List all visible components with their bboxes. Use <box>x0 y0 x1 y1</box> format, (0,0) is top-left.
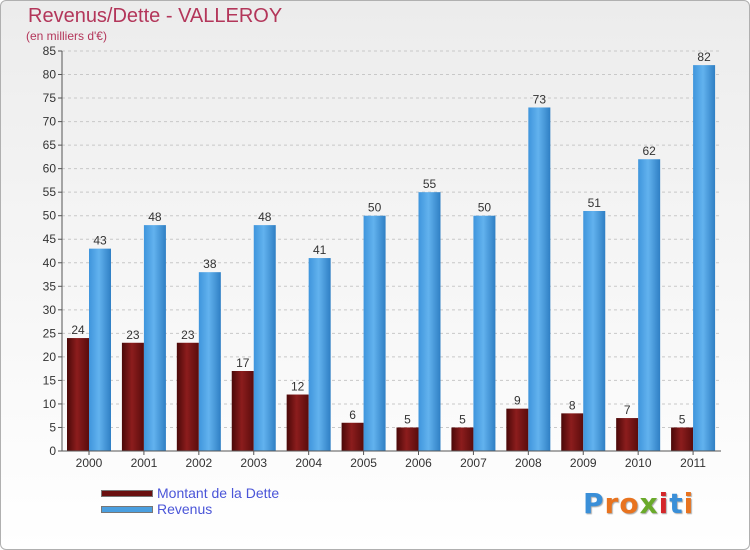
x-tick-label: 2009 <box>570 456 597 470</box>
data-label: 82 <box>697 50 711 64</box>
y-tick-label: 15 <box>43 373 57 387</box>
y-tick-label: 70 <box>43 115 57 129</box>
bar-revenus <box>528 107 551 452</box>
bar-debt <box>176 342 199 451</box>
x-tick-label: 2006 <box>405 456 432 470</box>
data-label: 12 <box>291 380 305 394</box>
x-tick-label: 2008 <box>515 456 542 470</box>
y-tick-label: 60 <box>43 162 57 176</box>
data-label: 55 <box>423 177 437 191</box>
y-tick-label: 30 <box>43 303 57 317</box>
data-label: 24 <box>71 323 85 337</box>
bar-revenus <box>198 272 221 451</box>
x-tick-label: 2000 <box>76 456 103 470</box>
bar-revenus <box>583 211 606 451</box>
bar-revenus <box>693 65 716 451</box>
x-tick-label: 2007 <box>460 456 487 470</box>
data-label: 23 <box>181 328 195 342</box>
chart-title: Revenus/Dette - VALLEROY <box>28 5 283 27</box>
y-tick-label: 5 <box>49 420 56 434</box>
bar-revenus <box>308 258 331 451</box>
y-tick-label: 40 <box>43 256 57 270</box>
data-label: 38 <box>203 257 217 271</box>
data-label: 51 <box>588 196 602 210</box>
logo-letter: o <box>619 487 640 520</box>
proxiti-logo: Proxiti <box>583 487 694 520</box>
legend-swatch-revenus <box>101 506 153 513</box>
data-label: 9 <box>514 394 521 408</box>
bar-revenus <box>638 159 661 451</box>
x-tick-label: 2010 <box>625 456 652 470</box>
logo-letter: i <box>683 487 695 520</box>
y-tick-label: 45 <box>43 232 57 246</box>
bar-debt <box>451 427 474 451</box>
bar-debt <box>616 418 639 451</box>
data-label: 50 <box>368 201 382 215</box>
logo-letter: x <box>639 487 659 520</box>
data-label: 73 <box>533 92 547 106</box>
y-tick-label: 35 <box>43 279 57 293</box>
legend-label-debt: Montant de la Dette <box>157 485 280 501</box>
chart-subtitle: (en milliers d'€) <box>26 29 107 43</box>
logo-letter: i <box>658 487 670 520</box>
bar-debt <box>286 394 309 451</box>
bar-debt <box>561 413 584 451</box>
data-label: 5 <box>679 412 686 426</box>
x-tick-label: 2011 <box>680 456 706 470</box>
legend-swatch-debt <box>101 490 153 497</box>
y-tick-label: 55 <box>43 185 57 199</box>
data-label: 48 <box>258 210 272 224</box>
logo-letter: r <box>604 487 620 520</box>
bar-revenus <box>143 225 166 451</box>
bar-debt <box>671 427 694 451</box>
bar-debt <box>121 342 144 451</box>
x-tick-label: 2005 <box>350 456 377 470</box>
data-label: 23 <box>126 328 140 342</box>
y-tick-label: 80 <box>43 68 57 82</box>
bar-revenus <box>363 215 386 451</box>
bar-debt <box>231 371 254 451</box>
data-label: 5 <box>404 412 411 426</box>
y-tick-label: 65 <box>43 138 57 152</box>
y-tick-label: 10 <box>43 397 57 411</box>
data-label: 41 <box>313 243 327 257</box>
data-label: 6 <box>349 408 356 422</box>
x-tick-label: 2004 <box>295 456 322 470</box>
data-label: 43 <box>93 234 107 248</box>
y-tick-label: 20 <box>43 350 57 364</box>
bar-debt <box>341 422 364 451</box>
x-tick-label: 2002 <box>185 456 212 470</box>
bar-revenus <box>253 225 276 451</box>
bar-debt <box>396 427 419 451</box>
data-label: 7 <box>624 403 631 417</box>
y-tick-label: 0 <box>49 444 56 458</box>
data-label: 17 <box>236 356 250 370</box>
bar-debt <box>67 338 89 451</box>
bar-revenus <box>89 248 111 451</box>
y-tick-label: 50 <box>43 209 57 223</box>
data-label: 5 <box>459 412 466 426</box>
y-tick-label: 25 <box>43 326 57 340</box>
bar-revenus <box>473 215 496 451</box>
data-label: 50 <box>478 201 492 215</box>
bar-debt <box>506 408 529 451</box>
data-label: 8 <box>569 398 576 412</box>
legend-label-revenus: Revenus <box>157 501 213 517</box>
x-tick-label: 2001 <box>131 456 158 470</box>
x-tick-label: 2003 <box>240 456 267 470</box>
logo-letter: t <box>669 487 684 520</box>
data-label: 48 <box>148 210 162 224</box>
y-tick-label: 85 <box>43 44 57 58</box>
logo-letter: P <box>583 487 605 520</box>
bar-revenus <box>418 192 441 452</box>
data-label: 62 <box>642 144 656 158</box>
y-tick-label: 75 <box>43 91 57 105</box>
